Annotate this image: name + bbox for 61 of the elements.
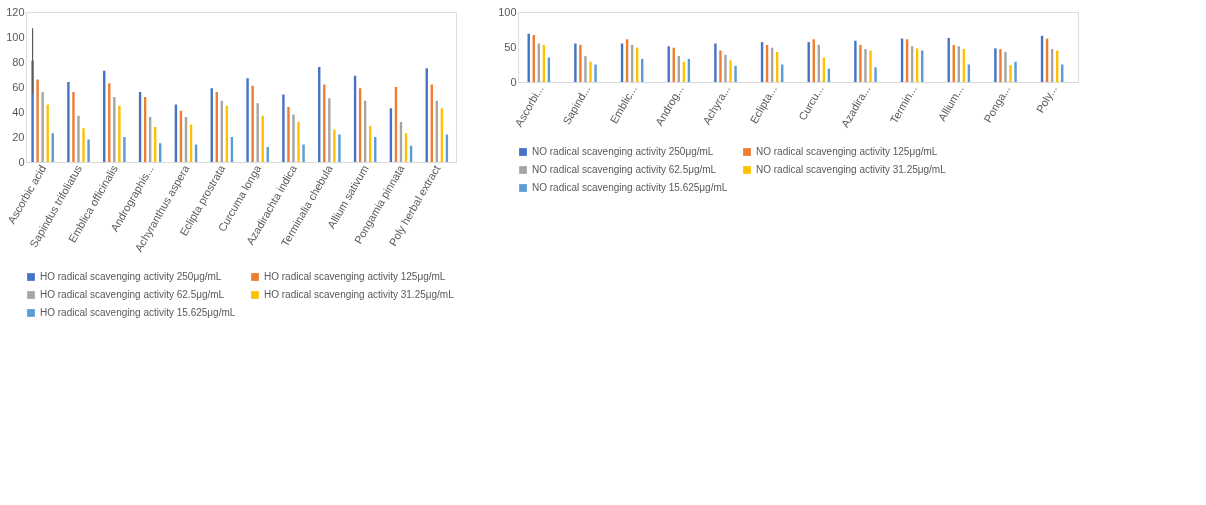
legend-label: NO radical scavenging activity 125μg/mL bbox=[756, 146, 938, 157]
bar bbox=[594, 64, 597, 82]
legend-label: HO radical scavenging activity 125μg/mL bbox=[264, 271, 446, 282]
bar bbox=[338, 134, 341, 162]
bar bbox=[714, 43, 717, 82]
legend-label: NO radical scavenging activity 15.625μg/mL bbox=[532, 182, 728, 193]
bar bbox=[719, 50, 722, 82]
legend-label: HO radical scavenging activity 15.625μg/mL bbox=[40, 307, 236, 318]
bar bbox=[41, 92, 44, 162]
y-tick-label: 100 bbox=[498, 5, 517, 18]
bar bbox=[282, 94, 285, 162]
bar bbox=[87, 139, 90, 162]
y-tick-label: 0 bbox=[510, 75, 517, 88]
bar bbox=[724, 54, 727, 82]
bar bbox=[292, 114, 295, 162]
y-tick-label: 120 bbox=[6, 5, 25, 18]
bar bbox=[77, 115, 80, 162]
bar bbox=[302, 144, 305, 162]
y-tick-label: 20 bbox=[12, 130, 25, 143]
bar bbox=[584, 56, 587, 82]
y-tick-label: 50 bbox=[504, 40, 517, 53]
bar bbox=[333, 129, 336, 162]
bar bbox=[579, 44, 582, 82]
y-tick-label: 40 bbox=[12, 105, 25, 118]
y-tick-label: 0 bbox=[18, 155, 25, 168]
bar bbox=[123, 137, 126, 162]
bar bbox=[729, 60, 732, 82]
bar bbox=[864, 49, 867, 82]
y-tick-label: 100 bbox=[6, 30, 25, 43]
bar bbox=[67, 82, 70, 162]
bar bbox=[297, 122, 300, 162]
legend-label: HO radical scavenging activity 250μg/mL bbox=[40, 271, 222, 282]
bar bbox=[256, 103, 259, 162]
legend-label: HO radical scavenging activity 31.25μg/mL bbox=[264, 289, 455, 300]
legend-label: NO radical scavenging activity 62.5μg/mL bbox=[532, 164, 717, 175]
y-tick-label: 80 bbox=[12, 55, 25, 68]
bar bbox=[734, 65, 737, 82]
bar bbox=[999, 49, 1002, 82]
bar bbox=[574, 43, 577, 82]
legend-label: NO radical scavenging activity 31.25μg/mL bbox=[756, 164, 947, 175]
bar bbox=[118, 105, 121, 162]
bar bbox=[994, 48, 997, 82]
bar bbox=[869, 50, 872, 82]
bar bbox=[251, 85, 254, 162]
legend-label: NO radical scavenging activity 250μg/mL bbox=[532, 146, 714, 157]
bar bbox=[1014, 61, 1017, 82]
bar bbox=[874, 67, 877, 82]
bar bbox=[36, 79, 39, 162]
bar bbox=[589, 61, 592, 82]
bar bbox=[287, 107, 290, 162]
bar bbox=[859, 44, 862, 82]
bar bbox=[72, 92, 75, 162]
bar bbox=[1009, 65, 1012, 82]
bar bbox=[82, 128, 85, 162]
bar bbox=[1004, 51, 1007, 82]
legend-label: HO radical scavenging activity 62.5μg/mL bbox=[40, 289, 225, 300]
y-tick-label: 60 bbox=[12, 80, 25, 93]
bar bbox=[113, 97, 116, 162]
bar bbox=[246, 78, 249, 162]
bar bbox=[328, 98, 331, 162]
bar bbox=[854, 40, 857, 82]
